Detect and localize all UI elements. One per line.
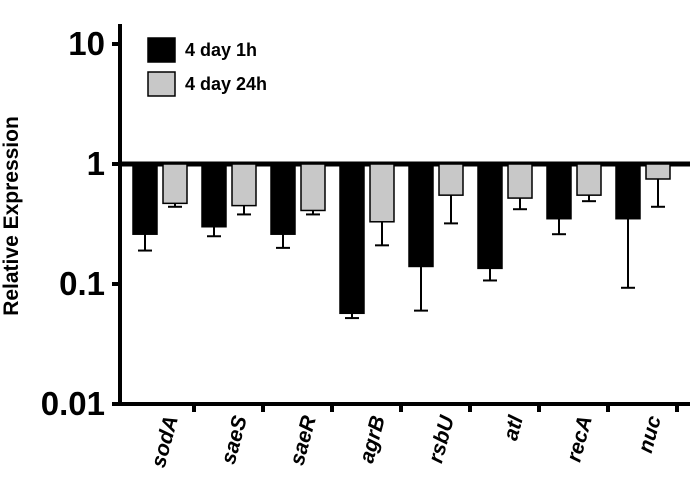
bar-rsbU-1	[408, 163, 434, 268]
x-tick-label: nuc	[634, 413, 666, 455]
y-tick-label: 10	[68, 25, 105, 62]
y-tick-label: 0.01	[41, 385, 105, 422]
y-tick-label: 1	[87, 145, 105, 182]
x-tick-label: atl	[499, 412, 528, 443]
bar-agrB-2	[369, 163, 395, 223]
bar-atl-1	[477, 163, 503, 270]
y-tick-label: 0.1	[59, 265, 105, 302]
x-tick-label: sodA	[147, 413, 183, 470]
legend-swatch	[147, 71, 176, 97]
bar-saeS-1	[201, 163, 227, 228]
bar-rsbU-2	[438, 163, 464, 196]
bar-saeR-2	[300, 163, 326, 212]
bar-recA-2	[576, 163, 602, 196]
x-tick-label: saeR	[286, 413, 321, 468]
bar-sodA-2	[162, 163, 188, 205]
bar-saeR-1	[270, 163, 296, 235]
legend-label: 4 day 1h	[185, 40, 257, 60]
bar-nuc-1	[615, 163, 641, 220]
x-tick-label: recA	[563, 413, 597, 464]
bar-atl-2	[507, 163, 533, 199]
x-tick-label: saeS	[217, 413, 252, 466]
legend-label: 4 day 24h	[185, 74, 267, 94]
x-tick-label: agrB	[355, 413, 390, 465]
y-axis-label: Relative Expression	[0, 116, 23, 316]
bar-recA-1	[546, 163, 572, 220]
x-tick-label: rsbU	[424, 413, 459, 466]
bar-saeS-2	[231, 163, 257, 207]
bar-nuc-2	[645, 163, 671, 180]
bar-agrB-1	[339, 163, 365, 315]
legend-swatch	[147, 37, 176, 63]
bar-sodA-1	[132, 163, 158, 235]
